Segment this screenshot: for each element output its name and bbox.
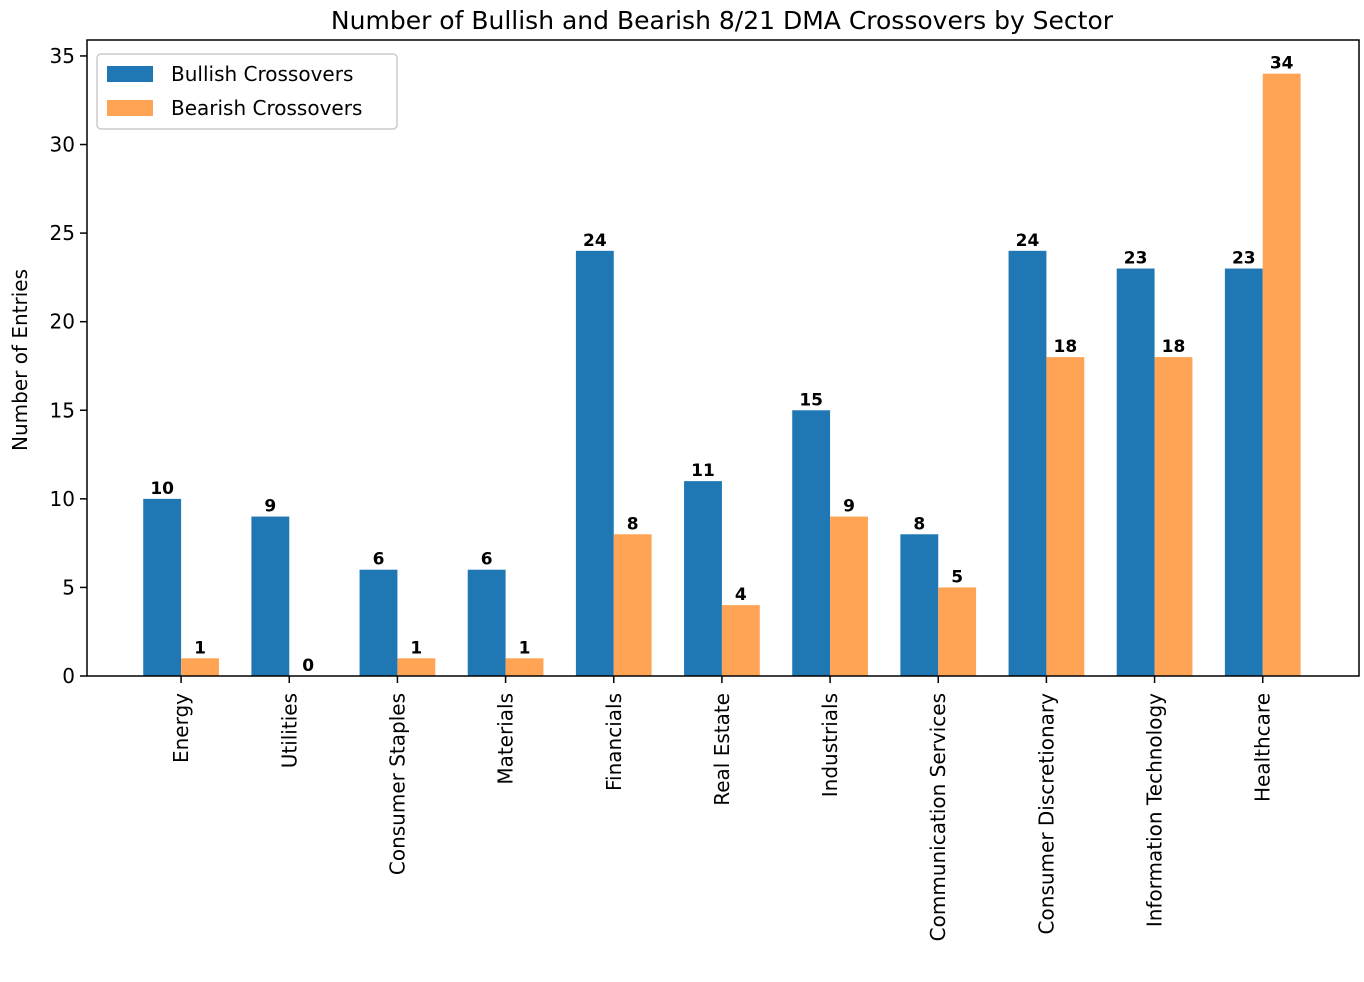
y-tick-label: 25 xyxy=(50,221,75,245)
x-axis: Energy Utilities Consumer Staples Materials… xyxy=(169,676,1275,941)
legend-swatch-bullish xyxy=(107,66,153,82)
bar-bullish xyxy=(1116,268,1155,676)
data-label: 23 xyxy=(1232,249,1256,269)
data-label: 6 xyxy=(481,550,493,570)
x-tick-label: Consumer Discretionary xyxy=(1034,693,1058,935)
data-label: 24 xyxy=(1016,231,1040,251)
x-tick-label: Industrials xyxy=(818,693,842,797)
y-tick-label: 20 xyxy=(50,310,75,334)
legend: Bullish Crossovers Bearish Crossovers xyxy=(96,53,398,130)
x-tick-label: Information Technology xyxy=(1143,693,1167,927)
data-label: 9 xyxy=(843,497,855,517)
x-tick-label: Real Estate xyxy=(710,693,734,806)
y-tick-label: 0 xyxy=(62,664,75,688)
bar-bullish xyxy=(359,569,398,676)
bar-bullish xyxy=(143,498,182,676)
data-label: 24 xyxy=(583,231,607,251)
data-label: 1 xyxy=(519,638,531,658)
y-tick-label: 15 xyxy=(50,398,75,422)
data-label: 4 xyxy=(735,585,747,605)
bar-bearish xyxy=(613,534,652,676)
bar-bearish xyxy=(830,516,868,676)
legend-label-bearish: Bearish Crossovers xyxy=(171,96,362,120)
x-tick-label: Consumer Staples xyxy=(385,693,409,875)
bar-bearish xyxy=(938,587,977,676)
bar-bullish xyxy=(251,516,290,676)
x-tick-label: Utilities xyxy=(277,693,301,768)
y-tick-label: 35 xyxy=(50,44,75,68)
data-label: 10 xyxy=(150,479,174,499)
data-label: 18 xyxy=(1054,337,1078,357)
data-label: 5 xyxy=(951,567,963,587)
bar-bearish xyxy=(1154,357,1193,676)
bar-bearish xyxy=(1262,73,1301,677)
legend-swatch-bearish xyxy=(107,100,153,116)
bar-bearish xyxy=(181,658,219,676)
data-label: 8 xyxy=(913,514,925,534)
data-label: 9 xyxy=(264,497,276,517)
chart-title: Number of Bullish and Bearish 8/21 DMA C… xyxy=(331,6,1114,35)
bar-bullish xyxy=(1008,250,1047,676)
plot-frame xyxy=(86,39,1360,677)
bar-bearish xyxy=(1046,357,1085,676)
bars xyxy=(143,73,1301,677)
bar-bullish xyxy=(1224,268,1263,676)
x-tick-label: Financials xyxy=(602,693,626,791)
bar-bullish xyxy=(900,534,939,676)
x-tick-label: Energy xyxy=(169,693,193,763)
bar-bearish xyxy=(397,658,436,676)
data-label: 0 xyxy=(302,656,314,676)
x-tick-label: Materials xyxy=(494,693,518,785)
y-axis-label: Number of Entries xyxy=(8,269,32,451)
data-label: 11 xyxy=(691,461,715,481)
x-tick-label: Healthcare xyxy=(1251,693,1275,802)
y-tick-label: 30 xyxy=(50,133,75,157)
bar-bearish xyxy=(721,605,760,676)
y-axis: 0 5 10 15 20 25 30 35 xyxy=(50,44,87,688)
data-label: 34 xyxy=(1270,54,1294,74)
data-label: 15 xyxy=(799,390,823,410)
data-label: 18 xyxy=(1162,337,1186,357)
bar-bullish xyxy=(575,250,614,676)
data-label: 8 xyxy=(627,514,639,534)
data-label: 23 xyxy=(1124,249,1148,269)
bar-bullish xyxy=(792,410,831,676)
data-label: 6 xyxy=(373,550,385,570)
data-label: 1 xyxy=(410,638,422,658)
y-tick-label: 10 xyxy=(50,487,75,511)
legend-box xyxy=(96,53,398,130)
data-label: 1 xyxy=(194,638,206,658)
bar-bearish xyxy=(505,658,544,676)
bar-bullish xyxy=(467,569,506,676)
x-tick-label: Communication Services xyxy=(926,693,950,941)
y-tick-label: 5 xyxy=(62,575,75,599)
bar-bullish xyxy=(684,481,722,676)
legend-label-bullish: Bullish Crossovers xyxy=(171,62,353,86)
